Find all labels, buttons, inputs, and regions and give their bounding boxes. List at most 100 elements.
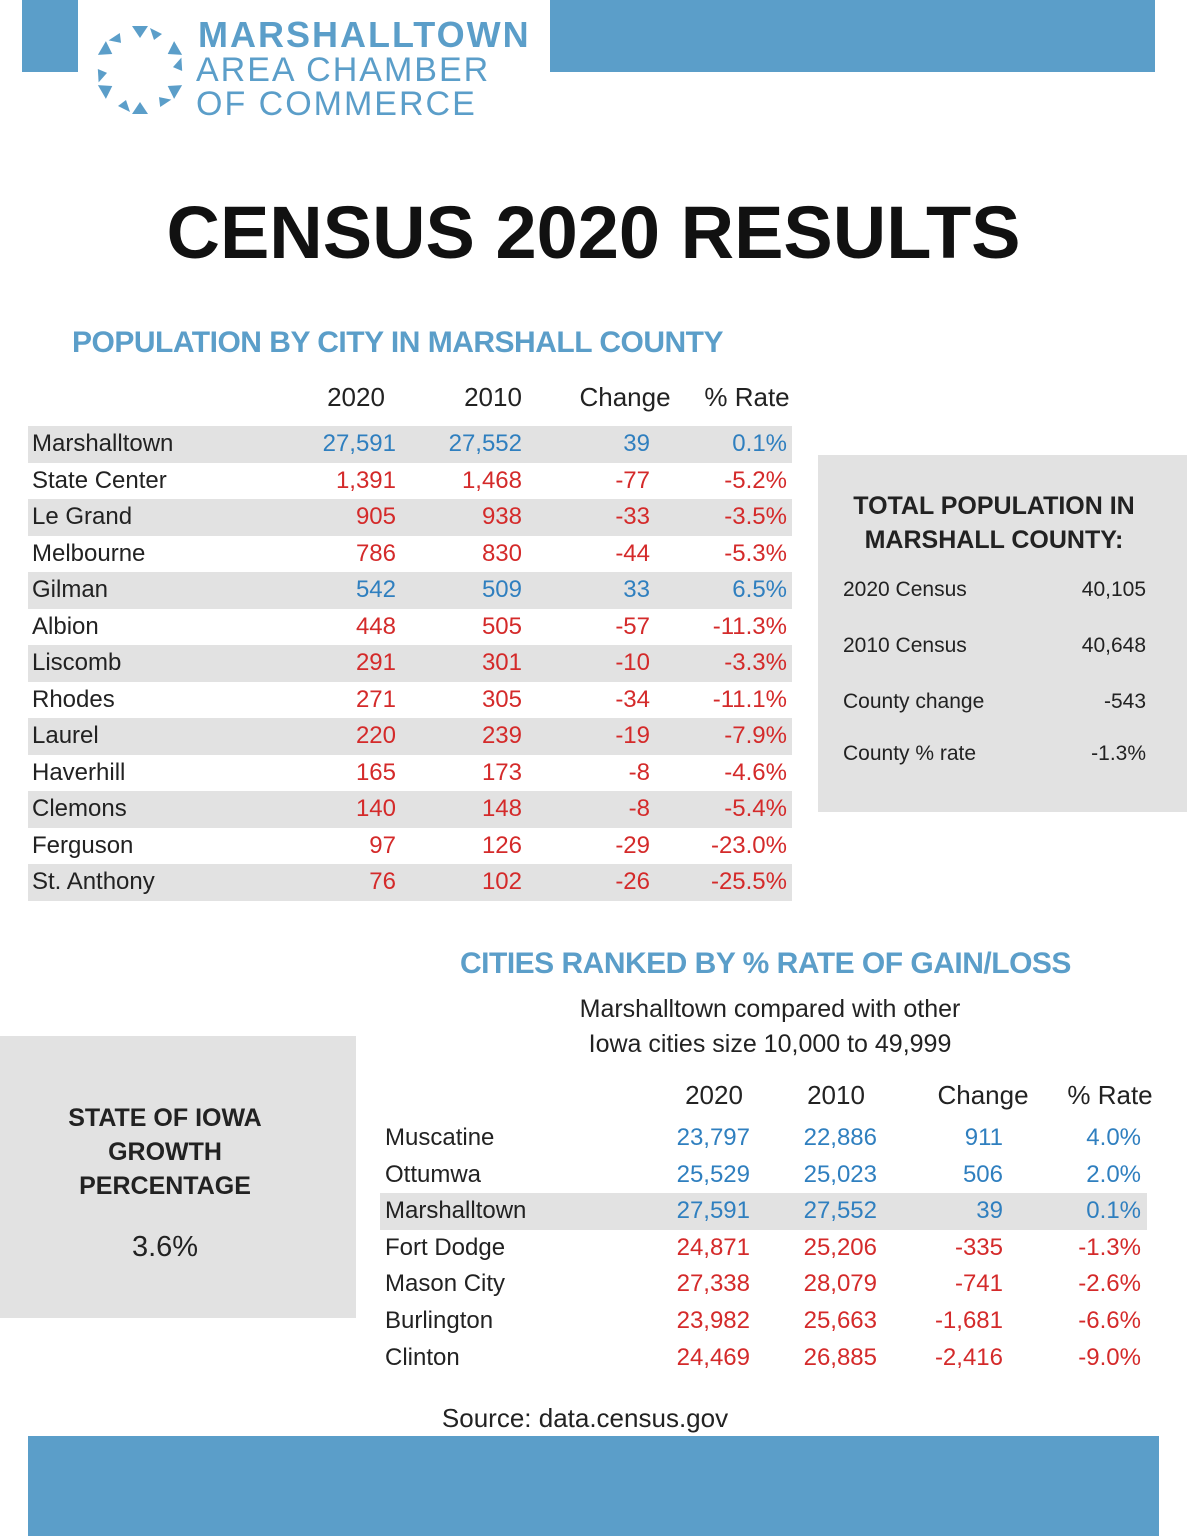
cell: 26,885 bbox=[803, 1343, 877, 1371]
box-heading: TOTAL POPULATION IN bbox=[853, 492, 1135, 520]
cell: 905 bbox=[355, 503, 396, 530]
header-bar bbox=[550, 0, 1155, 72]
row-label: St. Anthony bbox=[32, 868, 155, 895]
cell: -7.9% bbox=[724, 722, 787, 749]
row-label: Clinton bbox=[385, 1343, 460, 1371]
title: CENSUS 2020 RESULTS bbox=[166, 191, 1021, 274]
row-label: Fort Dodge bbox=[385, 1233, 506, 1261]
row-label: Mason City bbox=[385, 1270, 506, 1298]
cell: 24,469 bbox=[676, 1343, 750, 1371]
box-heading: MARSHALL COUNTY: bbox=[864, 526, 1124, 554]
cell: 25,663 bbox=[803, 1307, 877, 1334]
total-label: 2010 Census bbox=[843, 634, 967, 657]
row-background bbox=[28, 718, 792, 755]
column-header: Change bbox=[579, 382, 671, 412]
row-label: Ferguson bbox=[32, 831, 134, 859]
cell: 4.0% bbox=[1086, 1124, 1141, 1151]
row-label: Le Grand bbox=[32, 503, 133, 530]
total-label: County % rate bbox=[843, 742, 977, 765]
cell: 938 bbox=[481, 503, 522, 530]
cell: 39 bbox=[623, 430, 650, 457]
cell: 830 bbox=[481, 539, 522, 567]
cell: 39 bbox=[976, 1197, 1003, 1225]
cell: 33 bbox=[623, 576, 650, 603]
row-label: Marshalltown bbox=[32, 430, 174, 457]
column-header: 2020 bbox=[685, 1080, 743, 1110]
total-value: -1.3% bbox=[1091, 742, 1146, 765]
cell: 28,079 bbox=[803, 1270, 877, 1298]
row-label: Laurel bbox=[32, 722, 99, 749]
row-label: Rhodes bbox=[32, 685, 115, 713]
cell: 22,886 bbox=[803, 1124, 877, 1151]
column-header: 2020 bbox=[327, 382, 385, 412]
row-background bbox=[28, 791, 792, 828]
footer-bar bbox=[28, 1436, 1159, 1536]
column-header: % Rate bbox=[1067, 1080, 1153, 1110]
cell: -2.6% bbox=[1078, 1270, 1141, 1298]
row-label: Albion bbox=[32, 612, 99, 640]
total-label: County change bbox=[843, 690, 985, 713]
cell: -6.6% bbox=[1078, 1307, 1141, 1334]
row-label: Clemons bbox=[32, 795, 127, 822]
cell: -8 bbox=[628, 795, 650, 822]
cell: -77 bbox=[615, 466, 650, 494]
column-header: Change bbox=[937, 1080, 1029, 1110]
cell: -34 bbox=[615, 685, 650, 713]
row-label: Muscatine bbox=[385, 1124, 495, 1151]
row-background bbox=[28, 572, 792, 609]
state-box bbox=[0, 1036, 356, 1318]
row-background bbox=[380, 1193, 1147, 1230]
column-header: 2010 bbox=[464, 382, 522, 412]
cell: -1.3% bbox=[1078, 1233, 1141, 1261]
cell: 165 bbox=[355, 758, 396, 786]
cell: -44 bbox=[615, 539, 650, 567]
cell: -5.2% bbox=[724, 466, 787, 494]
cell: 542 bbox=[355, 576, 396, 603]
cell: 102 bbox=[481, 868, 522, 895]
cell: 220 bbox=[355, 722, 396, 749]
cell: 1,391 bbox=[335, 466, 396, 494]
cell: -8 bbox=[628, 758, 650, 786]
box-heading: STATE OF IOWA bbox=[68, 1104, 262, 1132]
cell: -741 bbox=[954, 1270, 1003, 1298]
cell: -25.5% bbox=[710, 868, 787, 895]
cell: 505 bbox=[481, 612, 522, 640]
cell: -33 bbox=[615, 503, 650, 530]
section-heading: CITIES RANKED BY % RATE OF GAIN/LOSS bbox=[460, 947, 1071, 980]
row-label: Haverhill bbox=[32, 758, 126, 786]
box-heading: PERCENTAGE bbox=[79, 1172, 251, 1200]
column-header: % Rate bbox=[704, 382, 790, 412]
total-value: -543 bbox=[1103, 690, 1146, 713]
cell: 27,591 bbox=[676, 1197, 750, 1225]
cell: -10 bbox=[615, 649, 650, 676]
cell: -2,416 bbox=[934, 1343, 1003, 1371]
cell: 448 bbox=[355, 612, 396, 640]
cell: 271 bbox=[355, 685, 396, 713]
org-name: MARSHALLTOWN bbox=[198, 14, 531, 55]
state-value: 3.6% bbox=[131, 1231, 199, 1263]
row-background bbox=[28, 645, 792, 682]
cell: -1,681 bbox=[934, 1307, 1003, 1334]
cell: -9.0% bbox=[1078, 1343, 1141, 1371]
org-name: AREA CHAMBER bbox=[196, 51, 491, 89]
cell: 140 bbox=[355, 795, 396, 822]
source: Source: data.census.gov bbox=[441, 1403, 729, 1433]
cell: 23,982 bbox=[676, 1307, 750, 1334]
row-label: Gilman bbox=[32, 576, 109, 603]
cell: 1,468 bbox=[461, 466, 522, 494]
cell: 301 bbox=[481, 649, 522, 676]
cell: 911 bbox=[964, 1124, 1003, 1151]
row-label: Marshalltown bbox=[385, 1197, 527, 1225]
total-value: 40,105 bbox=[1081, 578, 1146, 601]
cell: 509 bbox=[481, 576, 522, 603]
cell: -4.6% bbox=[724, 758, 787, 786]
total-label: 2020 Census bbox=[843, 578, 967, 601]
cell: -26 bbox=[615, 868, 650, 895]
cell: 173 bbox=[481, 758, 522, 786]
totals-box bbox=[818, 455, 1187, 812]
cell: -335 bbox=[954, 1233, 1003, 1261]
cell: 506 bbox=[962, 1160, 1003, 1188]
cell: 0.1% bbox=[1086, 1197, 1141, 1225]
row-background bbox=[28, 426, 792, 463]
